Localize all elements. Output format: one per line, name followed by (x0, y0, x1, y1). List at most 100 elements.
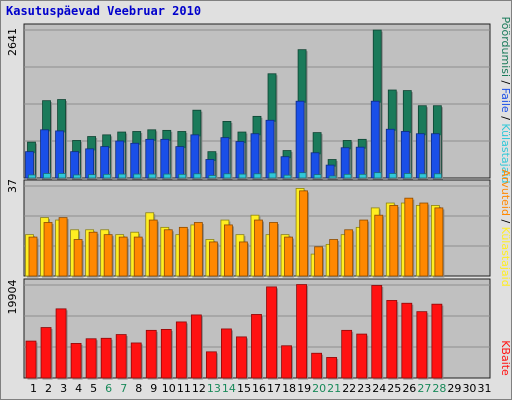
bar-kbaite-22 (341, 329, 353, 379)
panel-middle-max-label: 37 (6, 179, 19, 193)
x-tick-label-21: 21 (327, 382, 341, 395)
legend-top-item: Faile (499, 88, 512, 113)
bar-kbaite-28 (431, 303, 443, 379)
bar-kulastajaid-top-26 (403, 173, 412, 179)
bar-arvuteid-17 (269, 222, 278, 277)
bar-arvuteid-2 (43, 222, 53, 277)
x-tick-label-27: 27 (417, 382, 431, 395)
bar-kbaite-5 (85, 338, 97, 379)
bar-kbaite-27 (416, 311, 428, 379)
bar-kbaite-8 (130, 342, 142, 379)
bar-kulastajaid-top-21-shadow (330, 177, 338, 180)
bar-kbaite-13 (205, 351, 217, 379)
x-tick-label-24: 24 (372, 382, 386, 395)
x-tick-label-13: 13 (207, 382, 221, 395)
bar-kbaite-25 (386, 300, 398, 379)
bar-kulastajaid-top-27 (418, 173, 427, 179)
bar-faile-19 (295, 100, 305, 179)
bar-arvuteid-16 (254, 219, 263, 277)
bar-kulastajaid-top-15 (238, 173, 247, 179)
bar-kbaite-26 (401, 302, 413, 379)
bar-kulastajaid-top-14 (223, 173, 232, 179)
bar-kbaite-4 (70, 343, 82, 379)
bar-kulastajaid-top-4 (73, 174, 81, 179)
bar-kulastajaid-top-24 (373, 172, 382, 179)
x-tick-label-15: 15 (237, 382, 251, 395)
bar-faile-10 (160, 138, 170, 179)
bar-kbaite-1 (25, 340, 37, 379)
bar-arvuteid-6 (103, 234, 113, 277)
bar-kulastajaid-top-18 (283, 174, 292, 179)
bar-arvuteid-28 (434, 207, 444, 277)
bar-kulastajaid-top-7 (118, 173, 127, 179)
bar-faile-23 (355, 146, 365, 179)
bar-arvuteid-19 (299, 190, 308, 277)
x-tick-label-5: 5 (90, 382, 97, 395)
bar-arvuteid-13 (208, 241, 218, 277)
bar-arvuteid-1 (28, 236, 38, 277)
x-tick-label-16: 16 (252, 382, 266, 395)
bar-kulastajaid-top-13 (208, 175, 217, 179)
bar-faile-9 (145, 138, 155, 179)
bar-arvuteid-24 (374, 214, 384, 277)
x-tick-label-12: 12 (192, 382, 206, 395)
x-tick-label-26: 26 (402, 382, 416, 395)
bar-kulastajaid-top-5 (88, 174, 97, 179)
x-tick-label-18: 18 (282, 382, 296, 395)
bar-kbaite-17 (266, 286, 277, 379)
bar-kulastajaid-top-8 (133, 173, 142, 179)
bar-faile-26 (400, 131, 410, 179)
x-tick-label-17: 17 (267, 382, 281, 395)
bar-faile-12 (190, 134, 200, 179)
bar-kbaite-24 (371, 285, 383, 379)
bar-faile-15 (235, 141, 245, 179)
bar-arvuteid-10 (163, 229, 173, 277)
bar-faile-24 (370, 100, 380, 179)
bar-arvuteid-8 (133, 236, 143, 277)
x-tick-label-4: 4 (75, 382, 82, 395)
bar-arvuteid-23 (359, 219, 369, 277)
panel-bottom-max-label: 19904 (6, 280, 19, 315)
bar-kbaite-15 (236, 336, 247, 379)
bar-kulastajaid-top-28 (433, 173, 442, 179)
bar-arvuteid-12 (193, 222, 203, 277)
x-tick-label-2: 2 (45, 382, 52, 395)
x-tick-label-10: 10 (162, 382, 176, 395)
legend-middle: Arvuteid / Külastajaid (499, 169, 512, 286)
legend-top-item: Pöördumisi (499, 17, 512, 78)
bar-arvuteid-7 (118, 236, 128, 277)
bar-arvuteid-18 (284, 236, 293, 277)
bar-kbaite-9 (145, 329, 157, 379)
bar-faile-1 (25, 151, 34, 179)
x-tick-label-31: 31 (477, 382, 491, 395)
legend-top-item: Külastajaid (499, 123, 512, 183)
bar-faile-22 (340, 147, 350, 179)
bar-kbaite-19 (296, 284, 307, 379)
bar-kbaite-2 (40, 327, 52, 379)
bar-kbaite-21 (326, 357, 338, 379)
bar-kulastajaid-top-21 (328, 175, 337, 179)
bar-kbaite-12 (190, 314, 202, 379)
bar-faile-20 (310, 152, 320, 179)
bar-faile-28 (430, 133, 440, 179)
bar-faile-2 (40, 129, 49, 179)
bar-kbaite-16 (251, 314, 262, 379)
bar-kbaite-3 (55, 308, 67, 379)
bar-arvuteid-15 (239, 241, 248, 277)
bar-kulastajaid-top-9 (148, 173, 157, 179)
legend-top-separator: / (499, 113, 512, 124)
bar-arvuteid-14 (224, 224, 233, 277)
x-tick-label-3: 3 (60, 382, 67, 395)
bar-kulastajaid-top-12 (193, 173, 202, 179)
x-tick-label-30: 30 (462, 382, 476, 395)
chart-title: Kasutuspäevad Veebruar 2010 (6, 4, 202, 18)
x-tick-label-14: 14 (222, 382, 236, 395)
bar-kulastajaid-top-6 (103, 173, 112, 179)
bar-arvuteid-11 (178, 226, 188, 277)
bar-kbaite-23 (356, 333, 368, 379)
bar-faile-27 (415, 133, 425, 179)
bar-arvuteid-27 (419, 202, 429, 277)
x-tick-label-9: 9 (150, 382, 157, 395)
bar-arvuteid-21 (329, 239, 339, 277)
